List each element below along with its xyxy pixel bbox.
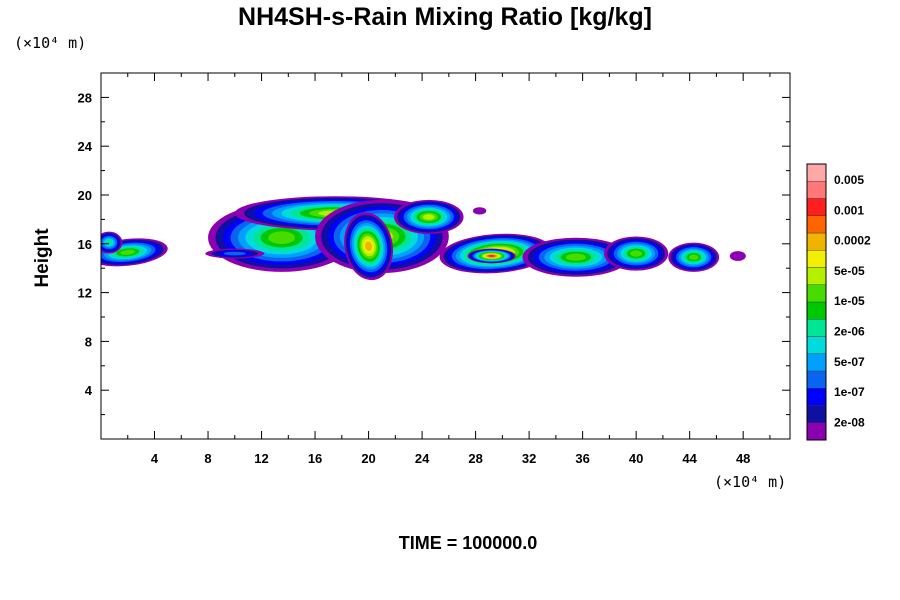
x-tick-label: 20 [361, 451, 375, 466]
cloud-speck-right [729, 251, 746, 261]
legend-swatch [806, 181, 827, 199]
contour-level [365, 241, 373, 252]
legend-swatch [806, 336, 827, 354]
contour-level [120, 249, 136, 255]
legend-swatch [806, 215, 827, 234]
x-tick-label: 32 [522, 451, 536, 466]
cloud-main-right [393, 199, 464, 235]
x-tick-label: 48 [736, 451, 750, 466]
x-tick-label: 8 [204, 451, 211, 466]
legend-swatch [806, 250, 827, 268]
colorbar-legend: 0.005 0.001 0.0002 5e-05 1e-05 2e-06 5e-07 1e-0… [806, 163, 871, 441]
x-tick-label: 28 [468, 451, 482, 466]
x-tick-label: 40 [629, 451, 643, 466]
legend-label: 0.0002 [834, 234, 871, 248]
legend-swatch [806, 198, 827, 216]
contour-level [268, 231, 296, 244]
x-tick-label: 44 [682, 451, 697, 466]
legend-label: 0.005 [834, 173, 864, 187]
legend-swatch [806, 353, 827, 372]
y-tick-label: 28 [78, 90, 92, 105]
cloud-far-left [101, 238, 168, 267]
contour-level [630, 250, 643, 257]
contour-level [105, 240, 113, 246]
legend-swatch [806, 284, 827, 303]
x-axis: 4 8 12 16 20 24 28 32 36 40 44 48 [127, 73, 771, 466]
cloud-right-4 [668, 242, 720, 272]
legend-swatch [806, 422, 827, 441]
y-tick-label: 4 [85, 383, 93, 398]
y-tick-label: 20 [78, 188, 92, 203]
x-tick-label: 36 [575, 451, 589, 466]
contour-level [422, 214, 435, 220]
chart-title: NH4SH-s-Rain Mixing Ratio [kg/kg] [238, 3, 652, 31]
y-tick-label: 12 [78, 286, 92, 301]
contour-field [101, 196, 746, 281]
y-axis-label: Height [32, 228, 53, 288]
contour-level [566, 253, 586, 261]
legend-label: 1e-07 [834, 385, 865, 399]
legend-swatch [806, 232, 827, 251]
legend-swatch [806, 163, 827, 182]
legend-label: 1e-05 [834, 294, 865, 308]
time-label: TIME = 100000.0 [399, 533, 538, 553]
legend-label: 2e-06 [834, 325, 865, 339]
legend-frame [806, 163, 827, 441]
cloud-right-2 [522, 237, 630, 277]
contour-level [488, 255, 495, 257]
y-axis: 4 8 12 16 20 24 28 [78, 72, 790, 416]
cloud-right-1-core [467, 248, 516, 264]
contour-level [472, 207, 487, 215]
legend-label: 0.001 [834, 203, 864, 217]
contour-level [729, 251, 746, 261]
legend-swatch [806, 301, 827, 320]
legend-swatch [806, 388, 827, 406]
legend-swatch [806, 319, 827, 337]
cloud-far-left-tail [101, 231, 123, 254]
contour-level [689, 254, 699, 260]
x-tick-label: 16 [308, 451, 322, 466]
cloud-speck-top [472, 207, 487, 215]
x-unit-label: (×10⁴ m) [714, 473, 786, 491]
legend-swatch [806, 370, 827, 389]
legend-swatch [806, 405, 827, 423]
y-unit-label: (×10⁴ m) [14, 34, 86, 52]
x-tick-label: 24 [415, 451, 430, 466]
cloud-right-3 [604, 236, 669, 271]
legend-swatch [806, 267, 827, 285]
cloud-main-tail [205, 248, 265, 259]
y-tick-label: 16 [78, 237, 92, 252]
contour-level [223, 251, 246, 256]
y-tick-label: 24 [78, 139, 93, 154]
legend-label: 5e-07 [834, 355, 865, 369]
x-tick-label: 12 [254, 451, 268, 466]
y-tick-label: 8 [85, 334, 92, 349]
legend-label: 2e-08 [834, 415, 865, 429]
legend-label: 5e-05 [834, 264, 865, 278]
plot-frame [100, 72, 791, 440]
x-tick-label: 4 [151, 451, 159, 466]
cloud-main-core [344, 212, 394, 281]
